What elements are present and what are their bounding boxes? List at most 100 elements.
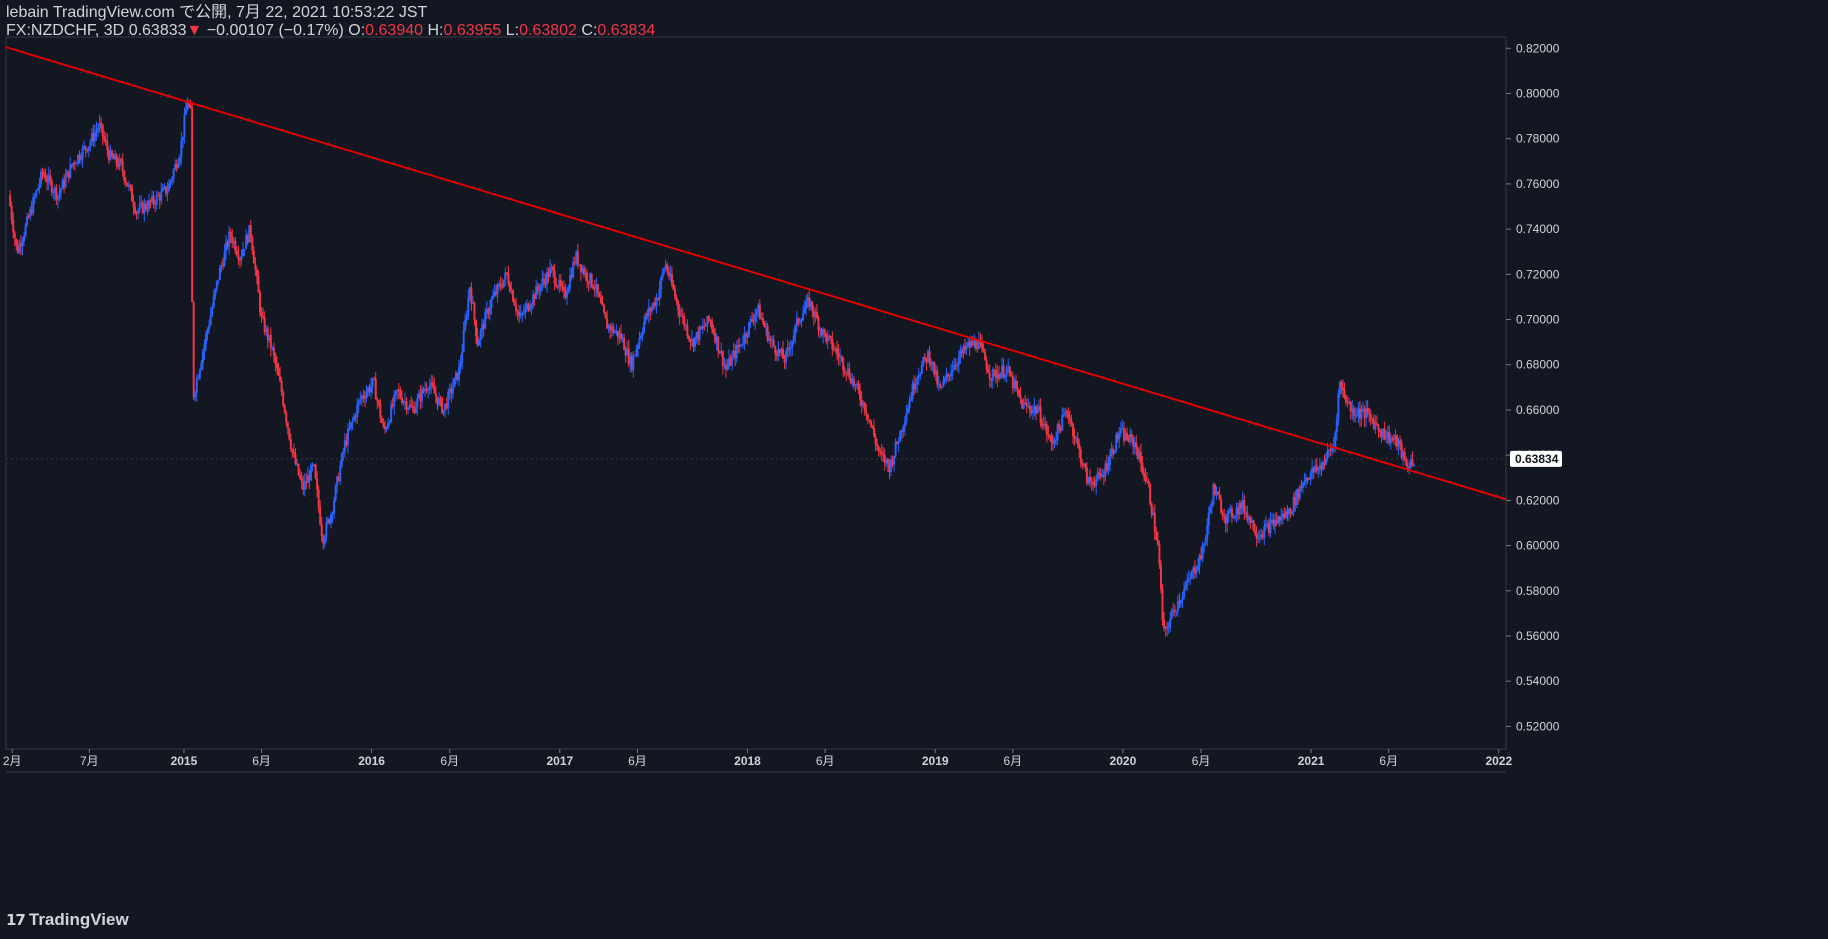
candle-body bbox=[1261, 534, 1264, 538]
candle-body bbox=[43, 172, 46, 176]
tradingview-logo[interactable]: 𝟭𝟳 TradingView bbox=[6, 910, 129, 930]
candle-body bbox=[567, 287, 570, 293]
candle-body bbox=[1397, 440, 1400, 447]
candle-body bbox=[161, 188, 164, 191]
candle-body bbox=[903, 422, 906, 427]
candle-body bbox=[475, 320, 478, 337]
brand-name: TradingView bbox=[28, 910, 129, 929]
candle-body bbox=[999, 373, 1002, 379]
candle-body bbox=[1098, 472, 1101, 474]
candle-body bbox=[80, 159, 83, 161]
candle-body bbox=[49, 175, 52, 181]
candle-body bbox=[1166, 626, 1169, 629]
x-tick-label: 2019 bbox=[922, 754, 949, 768]
candle-body bbox=[737, 345, 740, 348]
candle-body bbox=[911, 383, 914, 399]
candle-body bbox=[46, 180, 49, 183]
candle-body bbox=[208, 325, 211, 330]
candle-body bbox=[1096, 472, 1099, 480]
candle-body bbox=[846, 368, 849, 374]
candle-body bbox=[1235, 507, 1238, 516]
candle-body bbox=[1406, 465, 1409, 468]
candle-body bbox=[359, 398, 362, 401]
candle-body bbox=[135, 212, 138, 214]
candle-body bbox=[778, 348, 781, 353]
candle-body bbox=[621, 337, 624, 340]
candle-body bbox=[1016, 387, 1019, 390]
candle-body bbox=[1172, 609, 1175, 611]
candle-body bbox=[1178, 601, 1181, 604]
candle-body bbox=[562, 286, 565, 291]
candle-body bbox=[942, 380, 945, 387]
candle-body bbox=[1022, 402, 1025, 409]
candle-body bbox=[340, 453, 343, 467]
candle-body bbox=[1241, 499, 1244, 509]
candle-body bbox=[808, 297, 811, 307]
x-tick-label: 2017 bbox=[546, 754, 573, 768]
candle-body bbox=[660, 277, 663, 289]
candle-body bbox=[905, 413, 908, 423]
candle-body bbox=[336, 476, 339, 486]
candle-body bbox=[1011, 375, 1014, 389]
candle-body bbox=[1058, 423, 1061, 428]
candle-body bbox=[1042, 424, 1045, 427]
chart-header: lebain TradingView.com で公開, 7月 22, 2021 … bbox=[6, 4, 655, 40]
candle-body bbox=[1038, 406, 1041, 410]
candle-body bbox=[58, 192, 61, 197]
candle-body bbox=[1115, 434, 1118, 451]
candle-body bbox=[1161, 588, 1164, 620]
candle-body bbox=[761, 318, 764, 323]
candle-body bbox=[134, 207, 137, 213]
candle-body bbox=[1067, 412, 1070, 419]
candle-body bbox=[343, 440, 346, 452]
candle-body bbox=[871, 425, 874, 428]
candle-body bbox=[931, 361, 934, 365]
candle-body bbox=[1314, 465, 1317, 472]
candle-body bbox=[962, 345, 965, 354]
candle-body bbox=[1226, 513, 1229, 524]
candle-body bbox=[294, 454, 297, 465]
candle-body bbox=[683, 316, 686, 326]
candle-body bbox=[519, 313, 522, 317]
candle-body bbox=[1047, 434, 1050, 436]
candle-body bbox=[1138, 451, 1141, 459]
candle-body bbox=[1087, 477, 1090, 484]
candle-body bbox=[547, 271, 550, 278]
candle-body bbox=[265, 328, 268, 333]
candle-body bbox=[984, 351, 987, 361]
candle-body bbox=[914, 384, 917, 390]
candle-body bbox=[709, 320, 712, 322]
x-tick-label: 2018 bbox=[734, 754, 761, 768]
candle-body bbox=[1234, 515, 1237, 518]
candle-body bbox=[1184, 585, 1187, 590]
candle-body bbox=[687, 335, 690, 339]
candle-body bbox=[607, 325, 610, 329]
candle-body bbox=[248, 225, 251, 243]
candle-body bbox=[306, 475, 309, 483]
candle-body bbox=[1053, 440, 1056, 444]
candle-body bbox=[76, 154, 79, 164]
candle-body bbox=[1153, 512, 1156, 532]
candle-body bbox=[845, 372, 848, 374]
candle-body bbox=[1201, 544, 1204, 560]
candle-body bbox=[579, 264, 582, 273]
candle-body bbox=[126, 182, 129, 187]
candle-body bbox=[10, 205, 13, 220]
candle-body bbox=[73, 162, 76, 164]
candle-body bbox=[1213, 484, 1216, 496]
candle-body bbox=[118, 159, 121, 167]
candle-body bbox=[129, 185, 132, 188]
candle-body bbox=[424, 389, 427, 392]
candle-body bbox=[1064, 411, 1067, 415]
candle-body bbox=[1142, 473, 1145, 477]
candle-body bbox=[1388, 431, 1391, 443]
candle-body bbox=[21, 241, 24, 247]
candle-body bbox=[303, 481, 306, 490]
candle-body bbox=[172, 169, 175, 179]
candle-body bbox=[232, 240, 235, 243]
candle-body bbox=[657, 298, 660, 300]
candle-body bbox=[1399, 440, 1402, 443]
candle-body bbox=[1051, 442, 1054, 444]
candle-body bbox=[1287, 508, 1290, 515]
